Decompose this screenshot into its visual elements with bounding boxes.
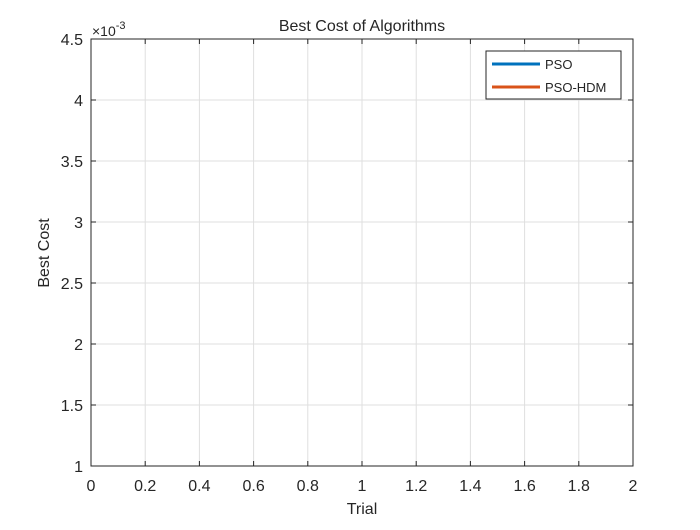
x-tick-label: 1.4 <box>459 478 481 495</box>
x-tick-label: 1.8 <box>568 478 590 495</box>
x-tick-label: 0.4 <box>188 478 210 495</box>
x-tick-label: 1.2 <box>405 478 427 495</box>
y-tick-label: 3.5 <box>61 154 83 171</box>
y-tick-label: 4.5 <box>61 32 83 49</box>
y-exponent-power: -3 <box>116 20 126 32</box>
grid <box>91 39 633 466</box>
x-tick-label: 0 <box>87 478 96 495</box>
y-tick-label: 1.5 <box>61 398 83 415</box>
legend: PSO PSO-HDM <box>485 50 622 100</box>
x-tick-label: 1.6 <box>513 478 535 495</box>
y-exponent-base: ×10 <box>92 23 116 39</box>
legend-box <box>485 50 622 100</box>
y-tick-label: 1 <box>74 459 83 476</box>
chart-title: Best Cost of Algorithms <box>279 18 445 35</box>
y-tick-label: 2 <box>74 337 83 354</box>
x-tick-label: 0.2 <box>134 478 156 495</box>
ticks: 0 0.2 0.4 0.6 0.8 1 1.2 1.4 1.6 1.8 2 1 1.5 2 2.5 3 3.5 4… <box>61 32 638 495</box>
x-tick-label: 1 <box>358 478 367 495</box>
y-tick-label: 4 <box>74 93 83 110</box>
y-tick-label: 2.5 <box>61 276 83 293</box>
legend-label-pso-hdm: PSO-HDM <box>545 80 606 95</box>
x-tick-label: 0.6 <box>242 478 264 495</box>
y-exponent-multiplier: ×10-3 <box>92 20 126 39</box>
y-tick-label: 3 <box>74 215 83 232</box>
x-axis-label: Trial <box>347 501 378 518</box>
y-axis-label: Best Cost <box>36 218 53 288</box>
x-tick-label: 0.8 <box>297 478 319 495</box>
x-tick-label: 2 <box>629 478 638 495</box>
legend-label-pso: PSO <box>545 57 572 72</box>
